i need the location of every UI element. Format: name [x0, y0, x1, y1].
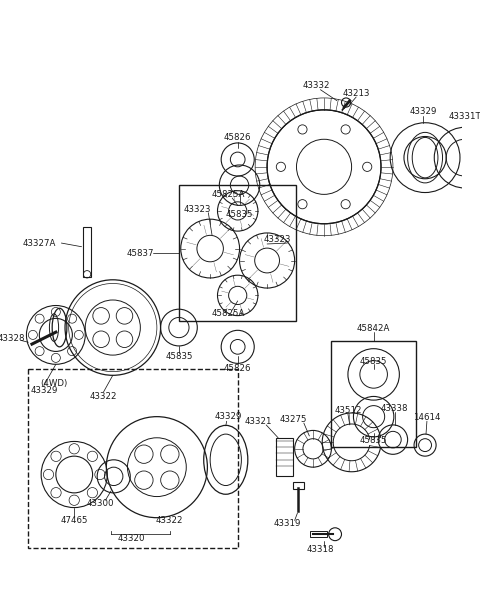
Text: 43300: 43300	[86, 499, 114, 508]
Text: 43327A: 43327A	[23, 239, 56, 248]
Text: 43329: 43329	[215, 412, 242, 421]
Text: 43331T: 43331T	[448, 112, 480, 121]
Text: 45835: 45835	[165, 352, 192, 361]
Text: 45835: 45835	[360, 436, 387, 445]
Text: 43322: 43322	[90, 392, 117, 401]
Text: 43275: 43275	[279, 415, 307, 424]
Bar	[28, 369, 238, 548]
Text: 14614: 14614	[413, 413, 441, 422]
Bar	[310, 532, 327, 537]
Text: (4WD): (4WD)	[40, 379, 68, 388]
Text: 43329: 43329	[409, 107, 437, 116]
Text: 43332: 43332	[303, 82, 330, 91]
Text: 43323: 43323	[264, 235, 291, 244]
Bar	[179, 185, 297, 321]
Bar	[331, 341, 416, 447]
Text: 43318: 43318	[307, 545, 334, 554]
Text: 43322: 43322	[156, 516, 183, 525]
Text: 45826: 45826	[224, 364, 252, 373]
Text: 45825A: 45825A	[212, 190, 245, 199]
Text: 43512: 43512	[334, 406, 361, 415]
Text: 45825A: 45825A	[212, 309, 245, 318]
Text: 45842A: 45842A	[357, 324, 390, 333]
Text: 43328: 43328	[0, 334, 25, 343]
Text: 43319: 43319	[274, 518, 301, 527]
Text: 45826: 45826	[224, 133, 252, 142]
Text: 45835: 45835	[226, 210, 253, 219]
Text: 43320: 43320	[118, 535, 145, 544]
Text: 43338: 43338	[381, 404, 408, 413]
Text: 43323: 43323	[183, 205, 211, 214]
Text: 45837: 45837	[127, 248, 154, 257]
Text: 43321: 43321	[244, 417, 272, 426]
Bar	[293, 482, 304, 489]
Text: 45835: 45835	[360, 357, 387, 366]
Text: 43213: 43213	[342, 89, 370, 98]
Text: 43329: 43329	[30, 386, 58, 395]
Bar	[276, 438, 293, 476]
Bar	[84, 227, 91, 277]
Text: 47465: 47465	[60, 516, 88, 525]
